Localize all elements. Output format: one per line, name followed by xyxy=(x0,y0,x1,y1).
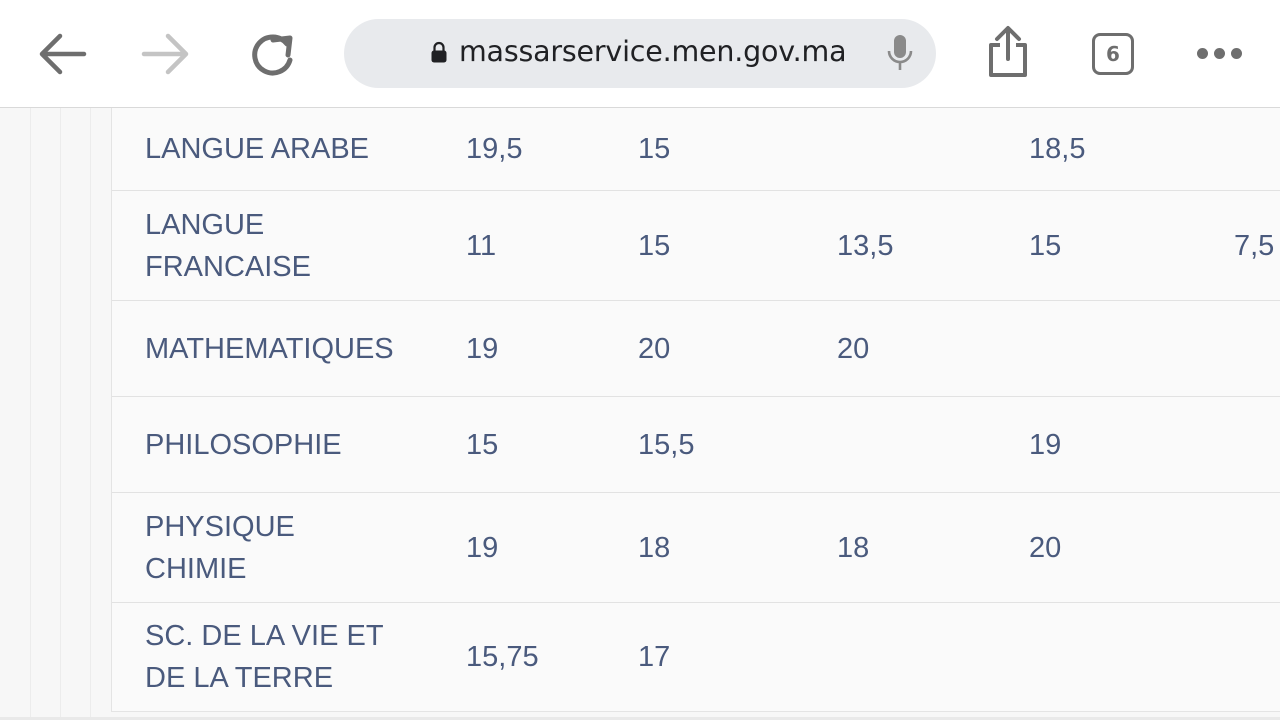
more-dots-icon xyxy=(1194,44,1245,63)
grade-cell: 20 xyxy=(1029,531,1062,564)
grade-cell: 13,5 xyxy=(837,229,894,262)
grade-cell: 18 xyxy=(837,531,870,564)
table-row: PHILOSOPHIE 15 15,5 19 xyxy=(112,397,1280,493)
table-row: MATHEMATIQUES 19 20 20 xyxy=(112,301,1280,397)
back-button[interactable] xyxy=(34,26,90,82)
layout-divider xyxy=(30,108,31,720)
grade-cell: 11 xyxy=(466,229,497,262)
grade-cell: 7,5 xyxy=(1234,229,1275,262)
grade-cell: 19,5 xyxy=(466,133,523,165)
grade-cell: 15 xyxy=(638,229,671,262)
lock-icon xyxy=(431,41,447,63)
grade-cell: 15 xyxy=(1029,229,1062,262)
page-bottom-divider xyxy=(0,717,1280,720)
grade-cell: 15 xyxy=(466,428,499,461)
grade-cell: 15,75 xyxy=(466,641,539,673)
grades-table: LANGUE ARABE 19,5 15 18,5 LANGUE FRANCAI… xyxy=(111,108,1280,712)
subject-name: MATHEMATIQUES xyxy=(145,332,394,365)
share-button[interactable] xyxy=(980,20,1036,82)
share-icon xyxy=(989,26,1027,77)
grade-cell: 19 xyxy=(466,332,499,365)
microphone-icon[interactable] xyxy=(884,33,916,75)
grade-cell: 20 xyxy=(837,332,870,365)
arrow-right-icon xyxy=(141,33,189,75)
more-menu-button[interactable] xyxy=(1188,30,1250,76)
grade-cell: 19 xyxy=(1029,428,1062,461)
layout-divider xyxy=(60,108,61,720)
url-text: massarservice.men.gov.ma xyxy=(459,35,847,68)
forward-button[interactable] xyxy=(138,26,194,82)
address-bar[interactable]: massarservice.men.gov.ma xyxy=(344,19,936,88)
page-content: LANGUE ARABE 19,5 15 18,5 LANGUE FRANCAI… xyxy=(0,108,1280,720)
subject-name: SC. DE LA VIE ET DE LA TERRE xyxy=(145,620,384,694)
tab-count-badge: 6 xyxy=(1092,33,1134,75)
layout-divider xyxy=(90,108,91,720)
grade-cell: 17 xyxy=(638,641,671,673)
subject-name: PHYSIQUE CHIMIE xyxy=(145,510,295,585)
grade-cell: 19 xyxy=(466,531,499,564)
table-row: PHYSIQUE CHIMIE 19 18 18 20 xyxy=(112,493,1280,603)
subject-name: LANGUE ARABE xyxy=(145,133,370,165)
grade-cell: 18,5 xyxy=(1029,133,1086,165)
table-row: LANGUE ARABE 19,5 15 18,5 xyxy=(112,108,1280,191)
table-row: SC. DE LA VIE ET DE LA TERRE 15,75 17 xyxy=(112,603,1280,711)
tabs-button[interactable]: 6 xyxy=(1084,26,1142,82)
browser-toolbar: massarservice.men.gov.ma 6 xyxy=(0,0,1280,108)
grade-cell: 18 xyxy=(638,531,671,564)
arrow-left-icon xyxy=(39,33,87,75)
subject-name: LANGUE FRANCAISE xyxy=(145,208,311,283)
reload-icon xyxy=(252,34,293,76)
grade-cell: 20 xyxy=(638,332,671,365)
subject-name: PHILOSOPHIE xyxy=(145,428,342,461)
grade-cell: 15,5 xyxy=(638,428,695,461)
grade-cell: 15 xyxy=(638,133,671,165)
table-row: LANGUE FRANCAISE 11 15 13,5 15 7,5 xyxy=(112,191,1280,301)
reload-button[interactable] xyxy=(244,24,300,84)
